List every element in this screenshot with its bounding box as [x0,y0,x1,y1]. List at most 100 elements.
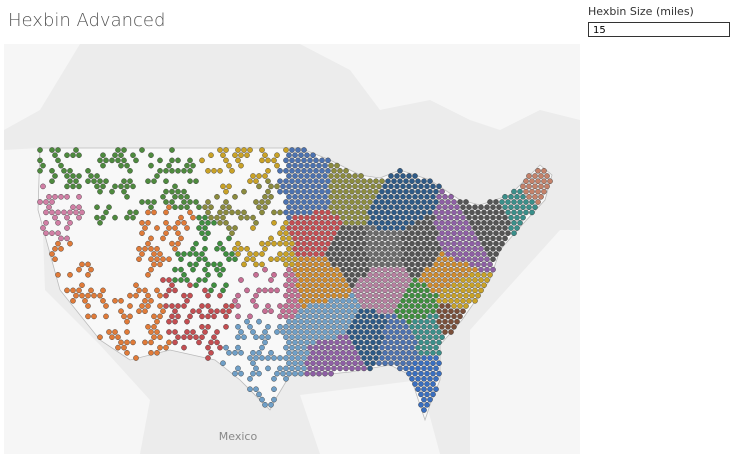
hex-bin [124,339,130,346]
hex-bin [367,292,373,299]
hex-bin [481,271,487,278]
hex-bin [379,261,385,268]
hex-bin [433,209,439,216]
hex-bin [319,167,325,174]
hex-bin [370,266,376,273]
parameter-input[interactable]: 15 [588,22,730,37]
hex-bin [175,167,181,174]
hex-bin [100,214,106,221]
hex-bin [271,240,277,247]
hex-bin [259,251,265,257]
hex-bin [406,329,412,335]
hex-bin [292,162,298,169]
hex-bin [508,225,514,231]
hex-bin [97,178,103,184]
hex-bin [352,266,358,273]
hex-bin [394,339,400,346]
hex-bin [325,199,331,205]
hex-bin [160,308,166,315]
hex-bin [520,214,526,221]
hex-bin [385,271,391,278]
hex-bin [457,240,463,247]
hex-bin [430,308,436,315]
hex-bin [310,256,316,263]
hex-bin [286,235,292,242]
hex-bin [379,292,385,299]
hex-bin [430,204,436,210]
hex-bin [346,277,352,283]
hex-bin [406,193,412,200]
hex-bin [388,329,394,335]
hex-bin [244,152,250,158]
hex-bin [190,162,196,169]
hex-bin [316,308,322,315]
hex-bin [445,251,451,257]
hex-bin [313,334,319,341]
hex-bin [319,271,325,278]
hex-bin [526,204,532,210]
hex-bin [343,240,349,247]
hex-bin [451,313,457,320]
hex-bin [130,152,136,158]
hex-bin [535,188,541,195]
hex-bin [166,318,172,325]
hex-bin [178,256,184,263]
hex-bin [358,173,364,179]
hex-bin [361,188,367,195]
hex-bin [340,318,346,325]
hex-bin [97,292,103,299]
hex-bin [319,261,325,268]
hex-bin [169,157,175,164]
hex-bin [313,230,319,236]
hex-bin [115,334,121,341]
hex-bin [172,183,178,190]
hex-bin [337,282,343,289]
hex-bin [508,193,514,200]
hex-bin [373,271,379,278]
hex-bin [376,339,382,346]
hex-bin [541,188,547,195]
hex-bin [415,199,421,205]
hex-bin [508,214,514,221]
hex-bin [472,214,478,221]
hex-bin [283,167,289,174]
hex-bin [313,292,319,299]
hex-bin [325,365,331,372]
hex-bin [208,339,214,346]
hex-bin [466,277,472,283]
hex-bin [382,277,388,283]
hex-bin [541,167,547,174]
hex-bin [271,271,277,278]
hex-bin [457,282,463,289]
hex-bin [370,287,376,294]
hex-bin [223,209,229,216]
hex-bin [349,271,355,278]
hex-bin [439,261,445,268]
hex-bin [301,292,307,299]
hex-bin [436,256,442,263]
hex-bin [172,329,178,335]
hex-bin [289,334,295,341]
hex-bin [421,344,427,351]
hex-bin [295,355,301,361]
hex-bin [214,339,220,346]
hex-bin [424,183,430,190]
hex-bin [382,204,388,210]
hex-bin [358,277,364,283]
hex-bin [370,245,376,252]
hex-bin [421,219,427,226]
hex-bin [79,209,85,216]
hex-bin [232,193,238,200]
hex-bin [301,261,307,268]
hex-bin [304,329,310,335]
hex-bin [421,209,427,216]
hex-bin [217,240,223,247]
hex-bin [460,266,466,273]
hex-bin [58,193,64,200]
hex-bin [325,188,331,195]
hex-bin [307,303,313,309]
hex-bin [139,251,145,257]
hex-bin [400,266,406,273]
hex-bin [355,240,361,247]
hex-bin [148,162,154,169]
